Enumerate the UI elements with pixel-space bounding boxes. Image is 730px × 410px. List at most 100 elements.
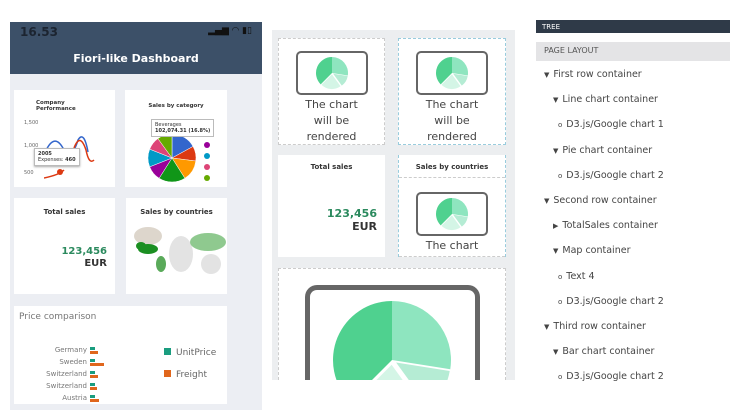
tree-item-label: Pie chart container: [562, 144, 653, 156]
tree-item-label: First row container: [553, 69, 642, 80]
card-title: Total sales: [310, 163, 353, 171]
sales-by-countries-card[interactable]: Sales by countries: [126, 198, 227, 294]
tree-item-label: D3.js/Google chart 2: [566, 371, 664, 383]
bar-label: Sweden: [59, 358, 87, 366]
legend-unitprice: UnitPrice: [164, 348, 216, 358]
legend-freight: Freight: [164, 370, 207, 380]
expand-toggle-icon[interactable]: ▼: [544, 197, 550, 205]
total-sales-value: 123,456: [326, 207, 377, 220]
chart-placeholder-2[interactable]: The chart will be rendered: [398, 38, 506, 145]
pie-icon-slice: [453, 73, 468, 86]
layout-designer-canvas: The chart will be rendered The chart will b…: [272, 30, 515, 380]
pie-icon-slice: [320, 74, 341, 90]
tree-item[interactable]: o D3.js/Google chart 2: [558, 371, 664, 382]
bar-label: Austria: [62, 394, 87, 402]
price-comparison-card[interactable]: Price comparison Germany Sweden Switzerlan…: [14, 306, 227, 404]
tree-item[interactable]: o Text 4: [558, 271, 595, 282]
currency: EUR: [84, 258, 107, 269]
currency: EUR: [352, 220, 377, 233]
leaf-icon[interactable]: o: [558, 171, 563, 180]
bar: [90, 347, 95, 350]
sales-by-category-card[interactable]: Sales by category Beverages 102,074.31 (1…: [125, 90, 227, 187]
y-tick: 1,500: [24, 120, 39, 126]
tree-item-label: TotalSales container: [562, 220, 658, 232]
tree-item[interactable]: ▼ Pie chart container: [553, 145, 652, 156]
tooltip: Beverages 102,074.31 (16.8%): [151, 119, 215, 137]
bar-label: Germany: [54, 346, 87, 354]
bar-chart-placeholder[interactable]: [278, 268, 506, 380]
legend-dot: [204, 175, 210, 181]
tree-item-label: D3.js/Google chart 2: [566, 169, 664, 181]
pie-icon-slice: [436, 198, 452, 226]
chart-placeholder-3[interactable]: The chart: [399, 177, 505, 257]
expand-toggle-icon[interactable]: ▼: [553, 348, 559, 357]
card-title: Company Performance: [36, 100, 76, 112]
tooltip: 2005 Expenses: 460: [34, 148, 80, 166]
bar: [90, 383, 95, 386]
bar: [90, 387, 97, 390]
tree-item[interactable]: o D3.js/Google chart 1: [558, 119, 664, 130]
tree-item[interactable]: ▼ Second row container: [544, 195, 657, 206]
tree-item[interactable]: ▼ Bar chart container: [553, 346, 654, 357]
legend-dot: [204, 153, 210, 159]
tree-item-label: D3.js/Google chart 2: [566, 295, 664, 307]
leaf-icon[interactable]: o: [558, 373, 563, 382]
pie-chart-icon: [416, 51, 488, 95]
tree-item[interactable]: ▶ TotalSales container: [553, 220, 658, 231]
leaf-icon[interactable]: o: [558, 121, 563, 130]
bar: [90, 395, 95, 398]
pie-icon-slice: [392, 301, 451, 370]
app-title: Fiori-like Dashboard: [10, 44, 262, 74]
bar: [90, 399, 99, 402]
signal-wifi-battery-icon: ▂▄▆ ◠ ▮▯: [208, 26, 252, 36]
tree-item-label: Map container: [562, 245, 631, 257]
tree-item[interactable]: ▼ Third row container: [544, 321, 646, 332]
pie-icon-slice: [452, 198, 468, 217]
tree-item[interactable]: ▼ Line chart container: [553, 94, 658, 105]
tree-item-label: Third row container: [553, 321, 646, 332]
tree-item[interactable]: ▼ Map container: [553, 245, 630, 256]
pie-icon-slice: [333, 301, 392, 380]
page-layout-section[interactable]: PAGE LAYOUT: [536, 42, 730, 61]
total-sales-value: 123,456: [61, 246, 107, 257]
tree-item-label: Bar chart container: [562, 346, 655, 358]
pie-icon-slice: [332, 73, 348, 86]
leaf-icon[interactable]: o: [558, 297, 563, 306]
pie-icon-slice: [376, 364, 403, 380]
expand-toggle-icon[interactable]: ▶: [553, 222, 559, 231]
clock: 16.53: [20, 25, 58, 39]
tree-item-label: Text 4: [566, 270, 595, 282]
card-title: Sales by category: [148, 103, 204, 109]
map-container[interactable]: Sales by countries The chart: [398, 155, 506, 257]
tree-item[interactable]: o D3.js/Google chart 2: [558, 296, 664, 307]
status-bar: 16.53 ▂▄▆ ◠ ▮▯: [10, 22, 262, 44]
leaf-icon[interactable]: o: [558, 272, 563, 281]
bar: [90, 375, 98, 378]
pie-icon-slice: [452, 57, 468, 76]
chart-placeholder-1[interactable]: The chart will be rendered: [278, 38, 385, 145]
expand-toggle-icon[interactable]: ▼: [544, 71, 550, 79]
pie-chart-icon: [416, 192, 488, 236]
expand-toggle-icon[interactable]: ▼: [544, 323, 550, 331]
expand-toggle-icon[interactable]: ▼: [553, 96, 559, 105]
company-performance-card[interactable]: Company Performance 1,500 1,000 500 2005…: [14, 90, 115, 187]
expand-toggle-icon[interactable]: ▼: [553, 146, 559, 155]
pie-icon-slice: [441, 215, 461, 231]
tree-item-label: Second row container: [553, 195, 657, 206]
bar-label: Switzerland: [46, 370, 87, 378]
bar: [90, 371, 95, 374]
tree-item[interactable]: ▼ First row container: [544, 69, 642, 80]
y-tick: 500: [24, 170, 34, 176]
tree-item[interactable]: o D3.js/Google chart 2: [558, 170, 664, 181]
expand-toggle-icon[interactable]: ▼: [553, 247, 559, 256]
total-sales-card[interactable]: Total sales 123,456 EUR: [14, 198, 115, 294]
card-title: Sales by countries: [415, 163, 489, 171]
legend-dot: [204, 142, 210, 148]
pie-chart-icon: [304, 285, 480, 380]
pie-icon-slice: [396, 362, 450, 380]
world-map: [134, 227, 226, 274]
legend-dot: [204, 164, 210, 170]
y-tick: 1,000: [24, 143, 39, 149]
pie-icon-slice: [436, 57, 452, 85]
total-sales-container[interactable]: Total sales 123,456 EUR: [278, 155, 385, 257]
